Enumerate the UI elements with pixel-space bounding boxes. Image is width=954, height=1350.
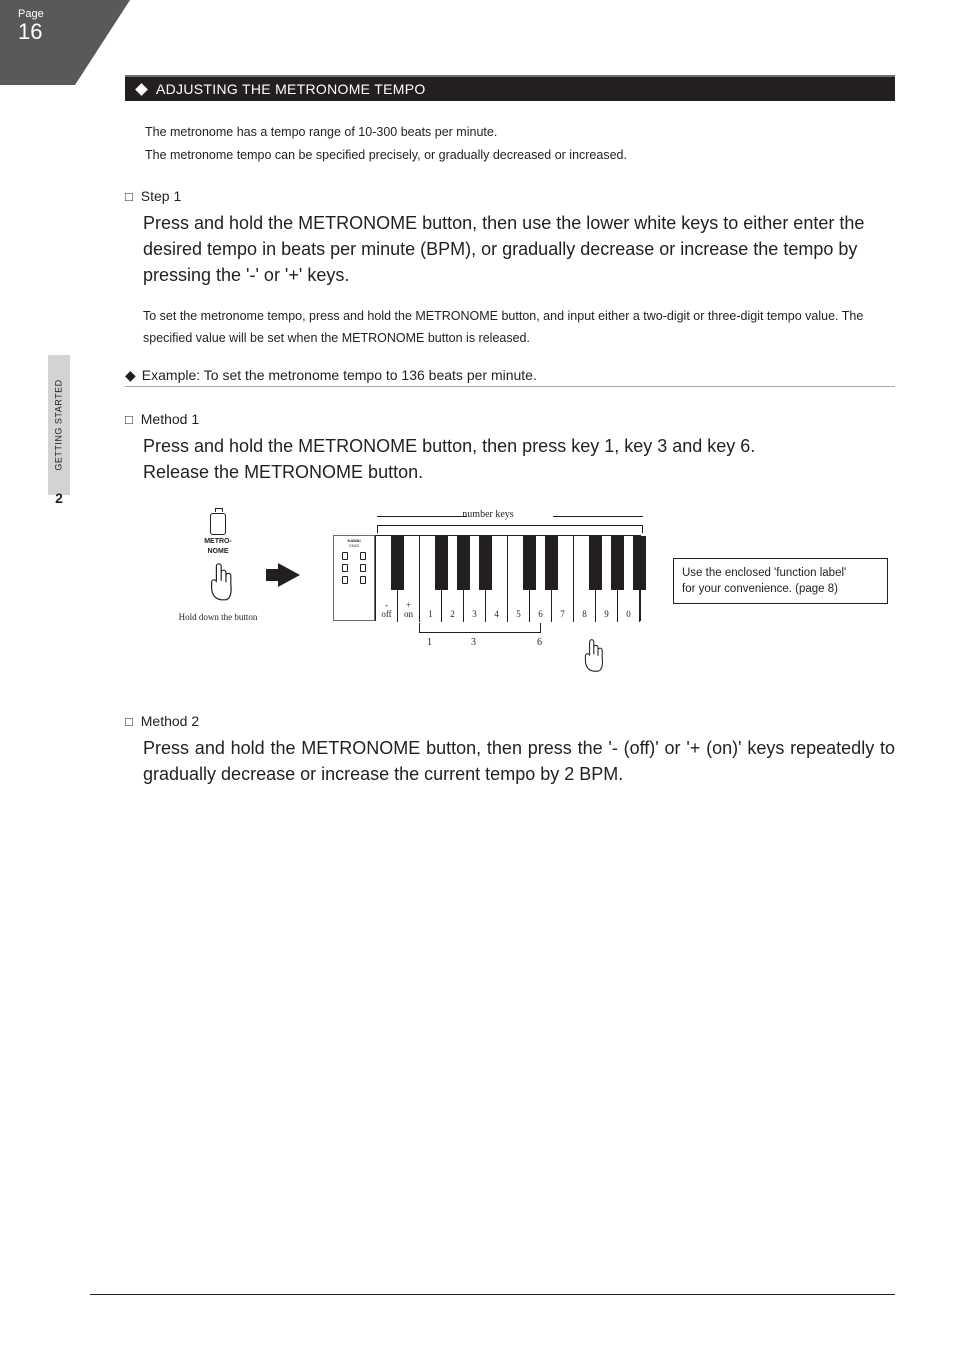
method-heading: □ Method 2: [125, 713, 895, 729]
button-label: NOME: [178, 548, 258, 555]
diamond-bullet-icon: ◆: [125, 367, 136, 384]
black-key: [545, 536, 558, 590]
method-label-text: Method 1: [141, 411, 199, 427]
black-key: [589, 536, 602, 590]
black-key: [611, 536, 624, 590]
black-key: [523, 536, 536, 590]
diagram: METRO- NOME Hold down the button number …: [143, 503, 895, 683]
button-rect-icon: [210, 513, 226, 535]
section-side-tab: GETTING STARTED: [48, 355, 70, 495]
method-body: Press and hold the METRONOME button, the…: [143, 433, 895, 485]
panel-model: CN22: [336, 543, 372, 548]
method-heading: □ Method 1: [125, 411, 895, 427]
diamond-icon: [135, 83, 148, 96]
step-note: To set the metronome tempo, press and ho…: [143, 306, 895, 349]
metronome-button-graphic: METRO- NOME Hold down the button: [178, 513, 258, 622]
note-line: Use the enclosed 'function label': [682, 565, 879, 581]
black-key: [391, 536, 404, 590]
black-key: [435, 536, 448, 590]
section-title: ADJUSTING THE METRONOME TEMPO: [156, 81, 426, 97]
button-label: METRO-: [178, 538, 258, 545]
method1-line: Release the METRONOME button.: [143, 459, 895, 485]
footer-rule: [90, 1294, 895, 1295]
under-num: 1: [427, 637, 432, 648]
method1-line: Press and hold the METRONOME button, the…: [143, 433, 895, 459]
page-number-tab: Page 16: [0, 0, 75, 85]
bracket-line: [553, 516, 643, 517]
intro-line: The metronome has a tempo range of 10-30…: [145, 121, 875, 144]
intro-line: The metronome tempo can be specified pre…: [145, 144, 875, 167]
bracket-line: [377, 516, 467, 517]
piano-keys: - off + on 1 2 3 4 5 6 7 8 9 0: [375, 535, 641, 621]
side-tab-label: GETTING STARTED: [54, 379, 64, 470]
hand-press-icon: [202, 563, 234, 603]
hint-note-box: Use the enclosed 'function label' for yo…: [673, 558, 888, 604]
step-heading: □ Step 1: [125, 188, 895, 204]
under-num: 3: [471, 637, 476, 648]
page-number: 16: [18, 20, 75, 44]
example-text: Example: To set the metronome tempo to 1…: [142, 367, 537, 383]
method-label-text: Method 2: [141, 713, 199, 729]
black-key: [633, 536, 646, 590]
step-body: Press and hold the METRONOME button, the…: [143, 210, 895, 288]
black-key: [479, 536, 492, 590]
step-label-text: Step 1: [141, 188, 181, 204]
square-icon: □: [125, 412, 133, 427]
control-panel-graphic: KAWAI CN22: [333, 535, 375, 621]
note-line: for your convenience. (page 8): [682, 581, 879, 597]
square-icon: □: [125, 714, 133, 729]
hold-caption: Hold down the button: [178, 612, 258, 622]
top-bracket: [377, 525, 643, 533]
section-heading-bar: ADJUSTING THE METRONOME TEMPO: [125, 75, 895, 101]
black-key: [457, 536, 470, 590]
under-num: 6: [537, 637, 542, 648]
hand-press-icon: [577, 639, 605, 674]
intro-block: The metronome has a tempo range of 10-30…: [145, 121, 875, 166]
side-tab-number: 2: [48, 490, 70, 506]
square-icon: □: [125, 189, 133, 204]
method-body: Press and hold the METRONOME button, the…: [143, 735, 895, 787]
under-bracket: [419, 623, 541, 633]
number-keys-label: number keys: [333, 509, 643, 520]
example-heading: ◆ Example: To set the metronome tempo to…: [125, 367, 895, 387]
arrow-right-icon: [278, 563, 300, 587]
